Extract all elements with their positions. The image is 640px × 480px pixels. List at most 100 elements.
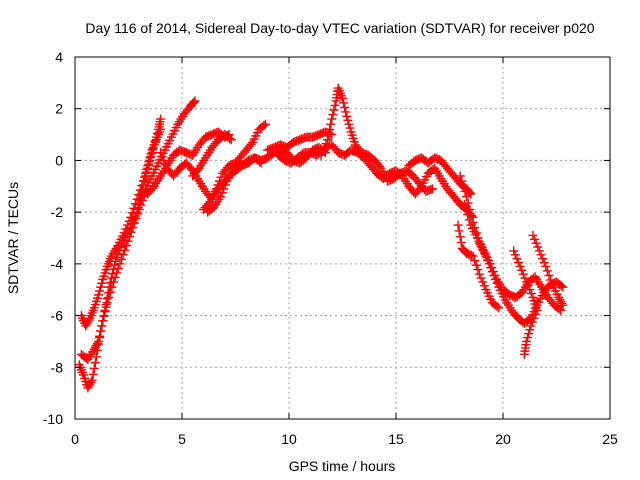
data-point-marker [92,338,102,348]
data-point-marker [112,268,122,278]
y-tick-label: -2 [51,204,64,220]
series-track-q [453,220,504,313]
data-point-marker [186,164,196,174]
data-point-marker [345,123,355,133]
data-point-marker [532,305,542,315]
data-point-marker [556,281,566,291]
data-point-marker [87,375,97,385]
data-point-marker [456,238,466,248]
plot-border [74,56,611,420]
data-point-marker [461,205,471,215]
data-point-marker [340,102,350,112]
data-point-marker [538,254,548,264]
data-point-marker [524,329,534,339]
data-point-marker [458,181,468,191]
data-point-marker [95,331,105,341]
data-point-marker [148,183,158,193]
data-point-marker [328,110,338,120]
data-point-marker [95,286,105,296]
data-point-marker [112,252,122,262]
data-point-marker [476,273,486,283]
data-point-marker [525,285,535,295]
data-point-marker [494,303,504,313]
data-point-marker [526,289,536,299]
data-point-marker [143,161,153,171]
data-point-marker [316,150,326,160]
y-tick-label: 0 [55,152,63,168]
data-point-marker [323,135,333,145]
data-point-marker [460,186,470,196]
data-point-marker [88,369,98,379]
series-track-h [188,130,236,181]
y-tick-label: 2 [55,101,63,117]
data-point-marker [457,176,467,186]
series-track-c [76,186,151,365]
data-point-marker [536,250,546,260]
data-point-marker [145,153,155,163]
data-point-marker [463,198,473,208]
data-point-marker [558,282,568,292]
y-tick-label: -10 [43,411,63,427]
data-point-marker [556,296,566,306]
data-point-marker [91,340,101,350]
data-point-marker [554,304,564,314]
data-point-marker [490,270,500,280]
data-point-marker [557,298,567,308]
data-point-marker [531,309,541,319]
data-point-marker [464,215,474,225]
data-point-marker [96,326,106,336]
data-point-marker [534,246,544,256]
data-point-marker [342,111,352,121]
series-track-p [459,199,566,315]
y-tick-label: -4 [51,256,64,272]
data-point-marker [146,149,156,159]
data-point-marker [515,261,525,271]
data-point-marker [533,242,543,252]
data-point-marker [141,168,151,178]
data-point-marker [459,199,469,209]
data-point-marker [86,377,96,387]
data-point-marker [129,203,139,213]
data-point-marker [471,260,481,270]
data-point-marker [131,214,141,224]
data-point-marker [522,277,532,287]
data-point-marker [115,259,125,269]
data-point-marker [470,256,480,266]
data-point-marker [468,251,478,261]
data-point-marker [90,342,100,352]
data-point-marker [98,316,108,326]
x-tick-label: 5 [178,431,186,447]
data-point-marker [109,277,119,287]
data-point-marker [341,107,351,117]
data-point-marker [510,250,520,260]
data-point-marker [129,218,139,228]
data-point-marker [517,265,527,275]
data-point-marker [427,184,437,194]
data-point-marker [81,321,91,331]
data-point-marker [90,358,100,368]
series-track-k [273,140,335,168]
data-point-marker [462,192,472,202]
data-point-marker [82,319,92,329]
data-point-marker [455,171,465,181]
axis-ticks: 0 5 10 15 20 25 -10 -8 -6 -4 -2 0 2 4 [43,49,618,447]
data-point-marker [485,259,495,269]
data-point-marker [523,333,533,343]
data-point-marker [126,212,136,222]
data-point-marker [100,307,110,317]
data-point-marker [488,267,498,277]
data-point-marker [260,119,270,129]
data-point-marker [117,254,127,264]
data-point-marker [318,146,328,156]
x-tick-label: 20 [495,431,511,447]
data-point-marker [329,105,339,115]
data-point-marker [478,277,488,287]
data-point-marker [94,290,104,300]
y-tick-label: -6 [51,308,64,324]
y-axis-label: SDTVAR / TECUs [5,182,21,294]
data-point-marker [542,266,552,276]
data-point-marker [530,234,540,244]
data-point-marker [125,232,135,242]
data-point-marker [138,176,148,186]
